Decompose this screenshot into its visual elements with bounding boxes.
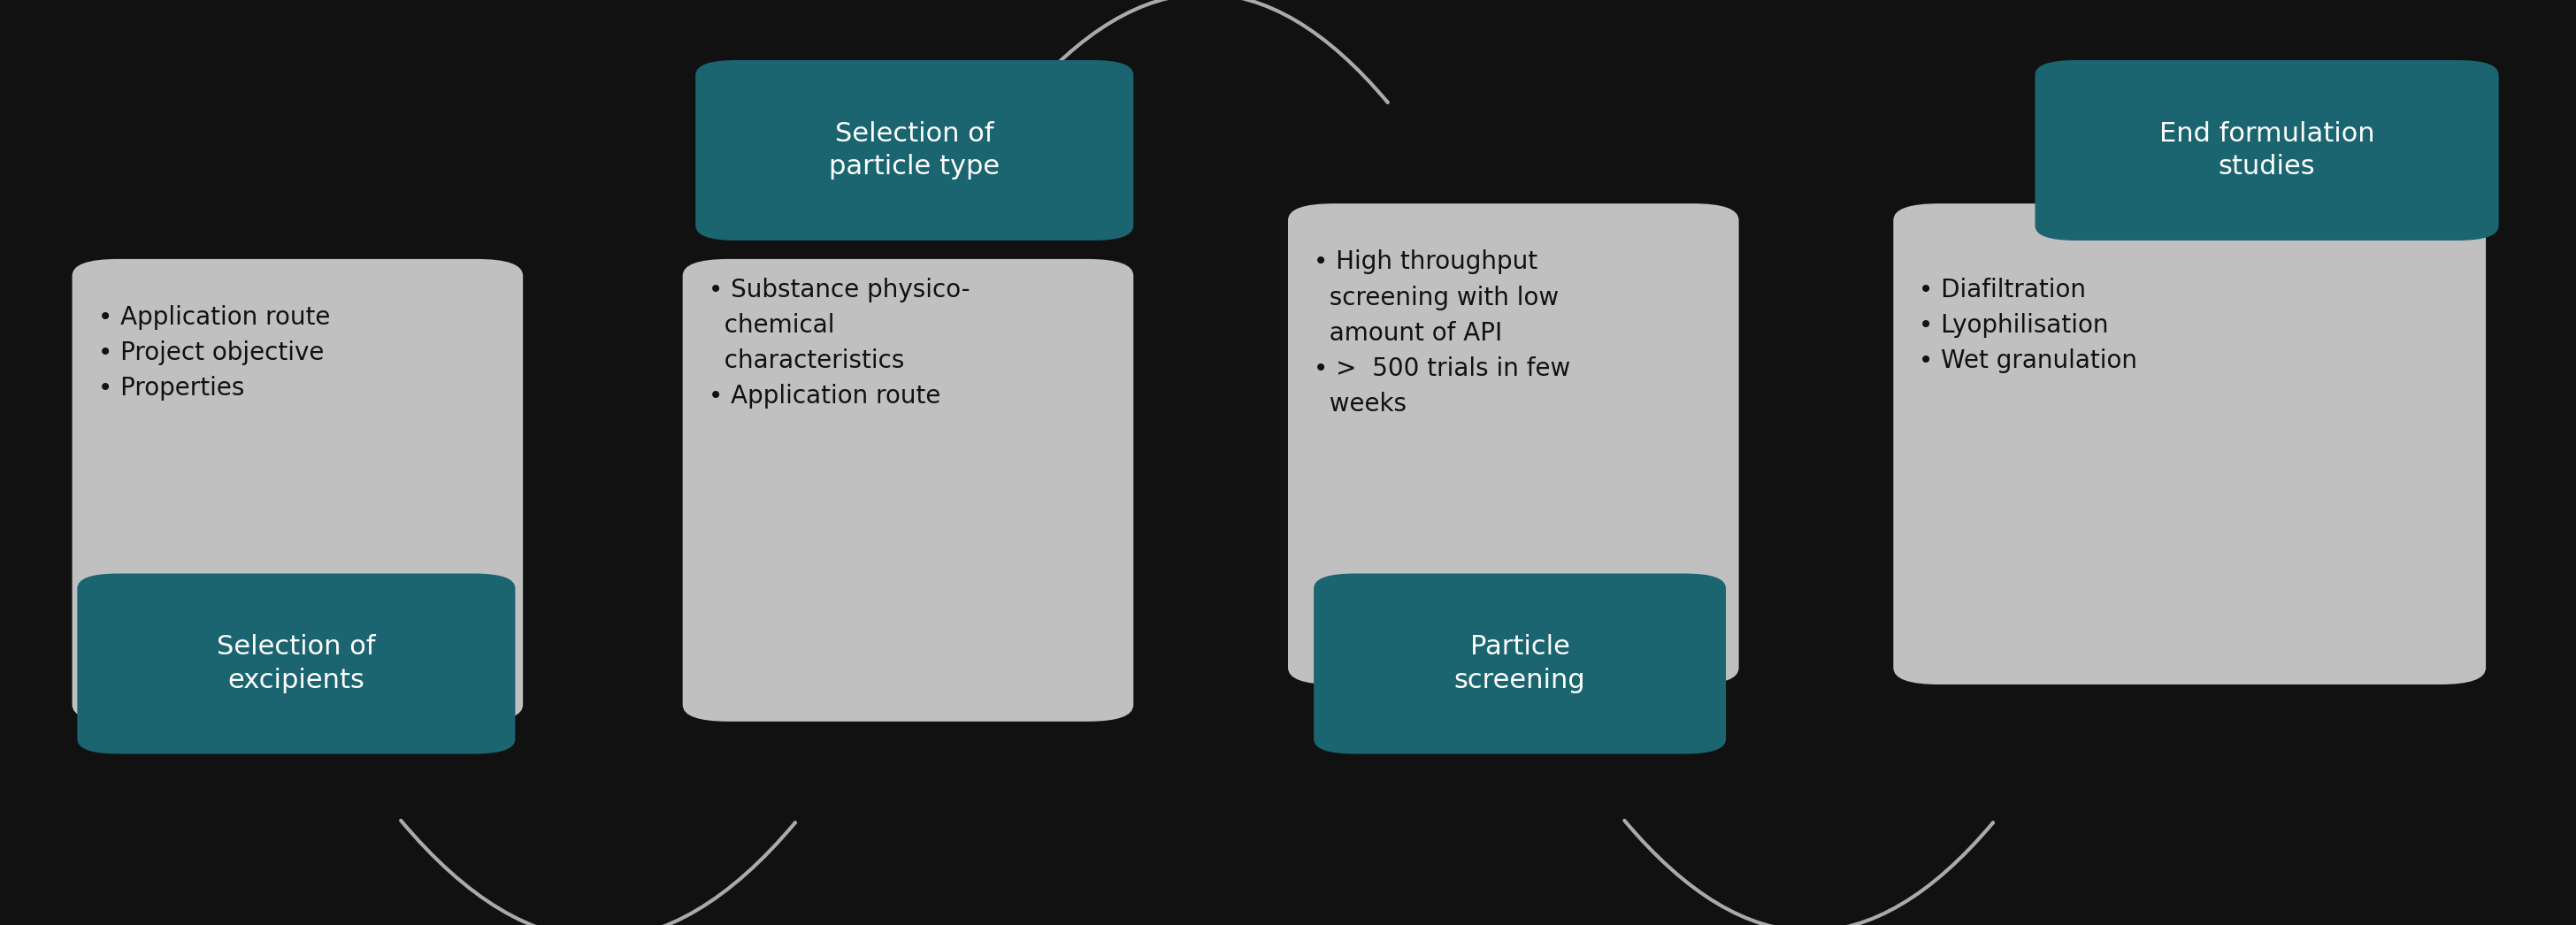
- FancyArrowPatch shape: [402, 820, 796, 925]
- FancyBboxPatch shape: [1288, 204, 1739, 685]
- FancyBboxPatch shape: [72, 259, 523, 722]
- FancyBboxPatch shape: [1893, 204, 2486, 685]
- Text: • Substance physico-
  chemical
  characteristics
• Application route: • Substance physico- chemical characteri…: [708, 278, 971, 409]
- FancyBboxPatch shape: [696, 60, 1133, 241]
- Text: Particle
screening: Particle screening: [1453, 635, 1587, 693]
- Text: Selection of
excipients: Selection of excipients: [216, 635, 376, 693]
- Text: • Application route
• Project objective
• Properties: • Application route • Project objective …: [98, 305, 330, 401]
- FancyBboxPatch shape: [2035, 60, 2499, 241]
- Text: End formulation
studies: End formulation studies: [2159, 121, 2375, 179]
- Text: • Diafiltration
• Lyophilisation
• Wet granulation: • Diafiltration • Lyophilisation • Wet g…: [1919, 278, 2138, 373]
- FancyArrowPatch shape: [1020, 0, 1388, 105]
- FancyBboxPatch shape: [683, 259, 1133, 722]
- FancyArrowPatch shape: [1625, 820, 1994, 925]
- Text: Selection of
particle type: Selection of particle type: [829, 121, 999, 179]
- Text: • High throughput
  screening with low
  amount of API
• >  500 trials in few
  : • High throughput screening with low amo…: [1314, 250, 1571, 416]
- FancyBboxPatch shape: [77, 574, 515, 754]
- FancyBboxPatch shape: [1314, 574, 1726, 754]
